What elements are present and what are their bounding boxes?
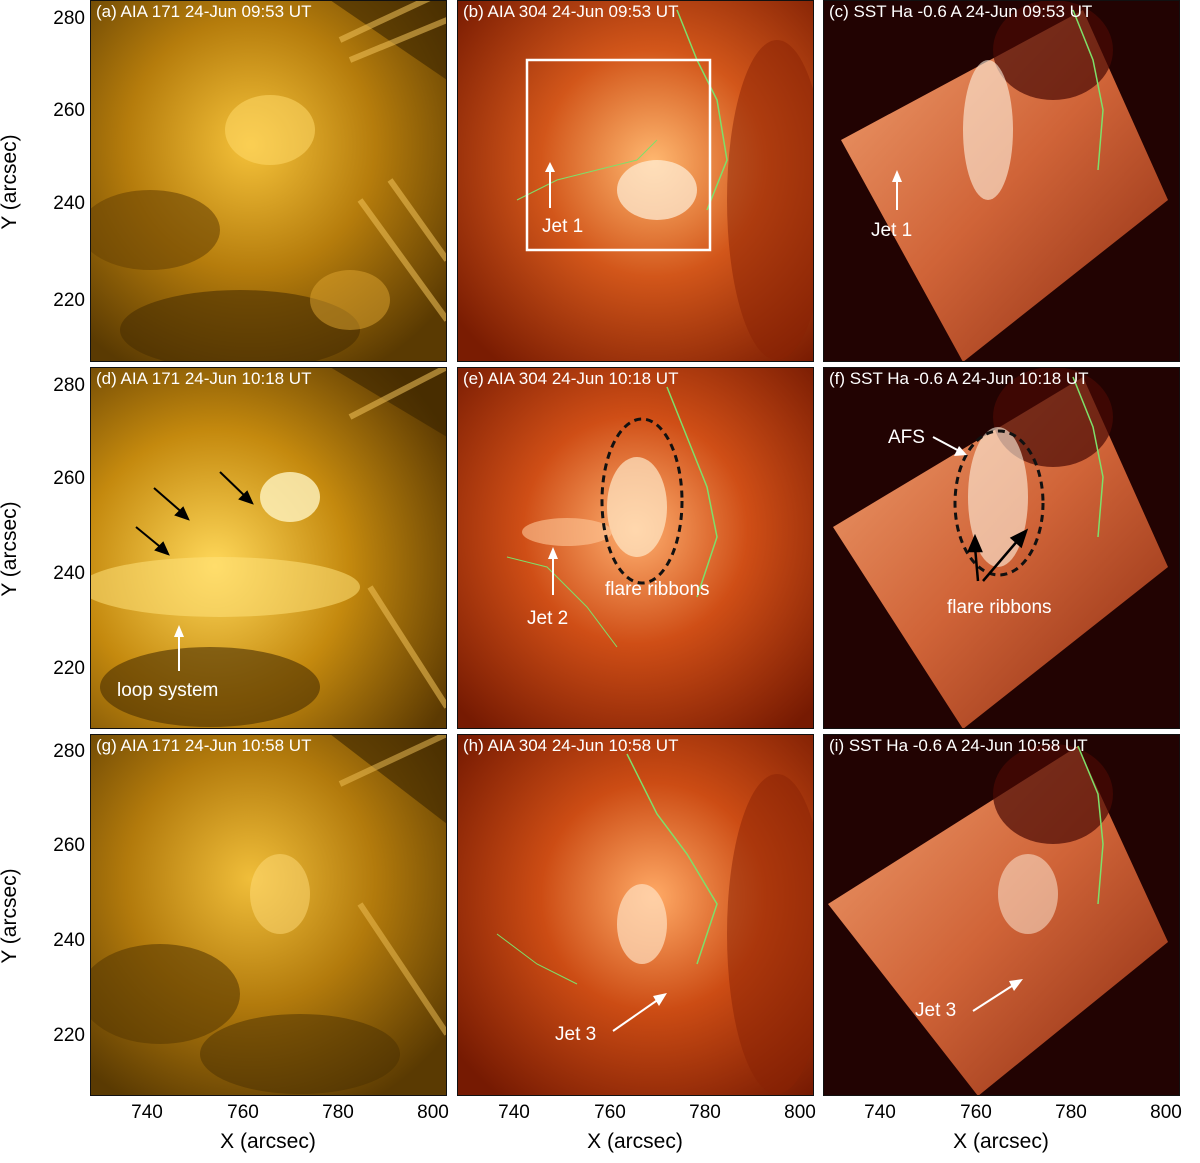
- panel-f: (f) SST Ha -0.6 A 24-Jun 10:18 UT AFS fl…: [823, 367, 1180, 729]
- y-tick-label: 220: [53, 1025, 85, 1046]
- y-tick-label: 280: [53, 741, 85, 762]
- x-axis-label: X (arcsec): [953, 1130, 1049, 1153]
- x-tick-label: 740: [864, 1102, 896, 1123]
- x-tick-label: 780: [322, 1102, 354, 1123]
- annotation-jet-1: Jet 1: [542, 216, 584, 237]
- panel-d: (d) AIA 171 24-Jun 10:18 UT loop system: [90, 367, 447, 729]
- x-tick-label: 760: [227, 1102, 259, 1123]
- y-tick-label: 240: [53, 563, 85, 584]
- y-tick-label: 240: [53, 930, 85, 951]
- annotation-jet-2: Jet 2: [527, 608, 569, 629]
- panel-label: (c) SST Ha -0.6 A 24-Jun 09:53 UT: [829, 2, 1093, 21]
- annotation-loop-system: loop system: [117, 680, 219, 701]
- y-tick-label: 240: [53, 193, 85, 214]
- annotation-afs: AFS: [888, 427, 925, 448]
- panel-c: (c) SST Ha -0.6 A 24-Jun 09:53 UT Jet 1: [823, 0, 1180, 362]
- panel-label: (e) AIA 304 24-Jun 10:18 UT: [463, 369, 679, 388]
- panel-b: (b) AIA 304 24-Jun 09:53 UT Jet 1: [457, 0, 814, 362]
- annotation-jet-1: Jet 1: [871, 220, 913, 241]
- x-axis-label: X (arcsec): [587, 1130, 683, 1153]
- annotation-flare-ribbons: flare ribbons: [605, 579, 710, 600]
- y-axis-label: Y (arcsec): [0, 868, 21, 964]
- panel-label: (d) AIA 171 24-Jun 10:18 UT: [96, 369, 312, 388]
- x-axis-label: X (arcsec): [220, 1130, 316, 1153]
- panel-label: (i) SST Ha -0.6 A 24-Jun 10:58 UT: [829, 736, 1088, 755]
- y-tick-label: 260: [53, 468, 85, 489]
- panel-h: (h) AIA 304 24-Jun 10:58 UT Jet 3: [457, 734, 814, 1096]
- panel-g: (g) AIA 171 24-Jun 10:58 UT: [90, 734, 447, 1096]
- annotation-jet-3: Jet 3: [555, 1024, 597, 1045]
- panel-label: (b) AIA 304 24-Jun 09:53 UT: [463, 2, 679, 21]
- annotation-jet-3: Jet 3: [915, 1000, 957, 1021]
- y-axis-label: Y (arcsec): [0, 501, 21, 597]
- y-axis-label: Y (arcsec): [0, 134, 21, 230]
- x-tick-label: 760: [960, 1102, 992, 1123]
- panel-e: (e) AIA 304 24-Jun 10:18 UT Jet 2 flare …: [457, 367, 814, 729]
- y-tick-label: 280: [53, 375, 85, 396]
- y-tick-label: 220: [53, 290, 85, 311]
- x-tick-label: 800: [784, 1102, 816, 1123]
- y-tick-label: 260: [53, 100, 85, 121]
- panel-label: (f) SST Ha -0.6 A 24-Jun 10:18 UT: [829, 369, 1089, 388]
- panel-i: (i) SST Ha -0.6 A 24-Jun 10:58 UT Jet 3: [823, 734, 1180, 1096]
- y-tick-label: 220: [53, 658, 85, 679]
- annotation-flare-ribbons: flare ribbons: [947, 597, 1052, 618]
- x-tick-label: 800: [417, 1102, 449, 1123]
- y-tick-label: 260: [53, 835, 85, 856]
- x-tick-label: 800: [1150, 1102, 1182, 1123]
- x-tick-label: 760: [594, 1102, 626, 1123]
- y-tick-label: 280: [53, 8, 85, 29]
- x-tick-label: 780: [689, 1102, 721, 1123]
- panel-label: (g) AIA 171 24-Jun 10:58 UT: [96, 736, 312, 755]
- x-tick-label: 780: [1055, 1102, 1087, 1123]
- panel-a: (a) AIA 171 24-Jun 09:53 UT: [90, 0, 447, 362]
- x-tick-label: 740: [498, 1102, 530, 1123]
- panel-label: (h) AIA 304 24-Jun 10:58 UT: [463, 736, 679, 755]
- x-tick-label: 740: [131, 1102, 163, 1123]
- panel-label: (a) AIA 171 24-Jun 09:53 UT: [96, 2, 312, 21]
